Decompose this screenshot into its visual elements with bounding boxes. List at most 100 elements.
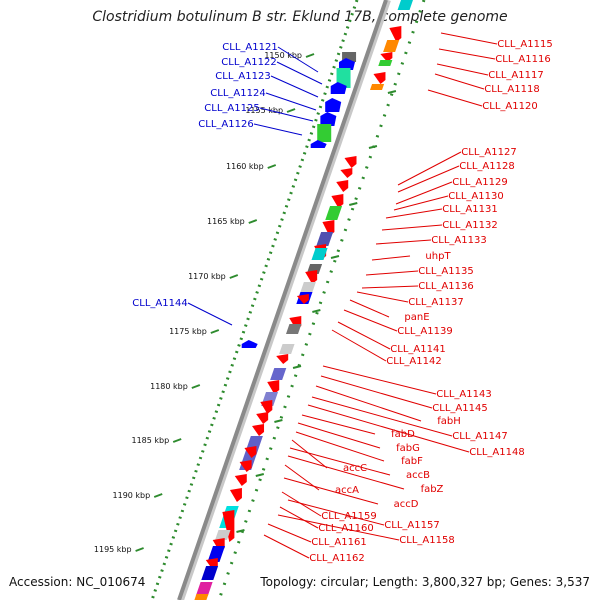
scale-tick [267, 164, 277, 169]
reverse-gene-label: CLL_A1160 [318, 523, 373, 534]
scale-label: 1185 kbp [131, 436, 169, 445]
reverse-gene-label: panE [404, 312, 429, 323]
gene-arrow-forward [325, 98, 342, 112]
reverse-gene-label: accB [406, 470, 430, 481]
scale-label: 1195 kbp [94, 545, 132, 554]
reverse-gene-label: fabG [396, 443, 420, 454]
reverse-gene-label: fabZ [421, 484, 444, 495]
gene-arrow-reverse [340, 168, 353, 178]
scale-label: 1160 kbp [226, 162, 264, 171]
forward-gene-label: CLL_A1121 [222, 42, 277, 53]
reverse-gene-label: CLL_A1158 [399, 535, 454, 546]
reverse-gene-label: fabF [401, 456, 423, 467]
forward-gene-label: CLL_A1144 [132, 298, 187, 309]
reverse-label-leader [343, 309, 398, 332]
backbone [177, 0, 388, 600]
reverse-gene-label: CLL_A1128 [459, 161, 514, 172]
forward-label-leader [276, 61, 323, 85]
reverse-gene-label: CLL_A1139 [397, 326, 452, 337]
reverse-label-leader [438, 48, 496, 60]
reverse-gene-label: fabD [391, 429, 415, 440]
gene-arrow-reverse [244, 446, 257, 458]
scale-tick [153, 493, 163, 498]
reverse-label-leader [395, 181, 453, 205]
reverse-gene-label: CLL_A1161 [311, 537, 366, 548]
gene-arrow-reverse [389, 26, 402, 42]
reverse-label-leader [315, 385, 422, 422]
gene-arrow-reverse [239, 460, 252, 472]
gene-arrow-reverse [234, 474, 247, 486]
forward-label-leader [277, 46, 319, 73]
gene-arrow-reverse [222, 510, 235, 542]
inner-tick [292, 365, 302, 369]
gene-arrow-reverse [229, 488, 242, 502]
gene-block-reverse [285, 324, 302, 334]
scale-label: 1165 kbp [207, 217, 245, 226]
reverse-gene-label: CLL_A1157 [384, 520, 439, 531]
forward-label-leader [265, 92, 317, 111]
gene-block-reverse [325, 206, 343, 220]
reverse-gene-label: CLL_A1162 [309, 553, 364, 564]
reverse-label-leader [307, 404, 470, 453]
reverse-label-leader [320, 375, 433, 409]
gene-arrow-reverse [252, 424, 265, 436]
gene-block-reverse [311, 248, 328, 260]
scale-tick [229, 274, 239, 279]
gene-block-reverse [207, 546, 225, 562]
reverse-label-leader [356, 291, 409, 303]
gene-block-forward [336, 68, 351, 88]
gene-block-reverse [201, 566, 219, 580]
reverse-gene-label: CLL_A1130 [448, 191, 503, 202]
reverse-label-leader [291, 439, 328, 469]
gene-block-reverse [397, 0, 413, 10]
reverse-label-leader [331, 329, 387, 362]
scale-tick [248, 219, 258, 224]
inner-tick [330, 255, 340, 259]
reverse-gene-label: accA [335, 485, 359, 496]
inner-tick [255, 473, 265, 477]
reverse-label-leader [287, 499, 385, 526]
reverse-label-leader [365, 270, 419, 276]
gene-arrow-forward [338, 58, 355, 70]
gene-block-reverse [195, 582, 213, 596]
reverse-label-leader [397, 165, 460, 193]
reverse-label-leader [393, 195, 449, 211]
reverse-gene-label: CLL_A1141 [390, 344, 445, 355]
forward-gene-label: CLL_A1123 [215, 71, 270, 82]
topology-text: Topology: circular; Length: 3,800,327 bp… [260, 575, 590, 589]
scale-label: 1175 kbp [169, 327, 207, 336]
reverse-gene-label: CLL_A1148 [469, 447, 524, 458]
gene-block-reverse [270, 368, 287, 380]
gene-block-reverse [194, 594, 209, 600]
reverse-label-leader [311, 396, 453, 437]
gene-arrow-reverse [296, 294, 309, 304]
reverse-gene-label: CLL_A1120 [482, 101, 537, 112]
gene-arrow-reverse [380, 52, 393, 62]
scale-label: 1170 kbp [188, 272, 226, 281]
gene-arrow-reverse [276, 354, 289, 364]
forward-gene-label: CLL_A1126 [198, 119, 253, 130]
gene-arrow-forward [241, 340, 258, 348]
forward-label-leader [259, 107, 314, 122]
reverse-label-leader [301, 414, 376, 435]
gene-block-reverse [383, 40, 400, 52]
reverse-gene-label: CLL_A1136 [418, 281, 473, 292]
reverse-gene-label: CLL_A1133 [431, 235, 486, 246]
scale-tick [172, 438, 182, 443]
reverse-label-leader [427, 89, 483, 107]
reverse-gene-label: CLL_A1115 [497, 39, 552, 50]
inner-tick [349, 202, 358, 206]
gene-arrow-reverse [267, 380, 280, 394]
reverse-label-leader [440, 32, 498, 45]
reverse-label-leader [283, 477, 379, 505]
gene-arrow-reverse [344, 156, 357, 168]
reverse-gene-label: CLL_A1137 [408, 297, 463, 308]
scale-tick [191, 384, 201, 389]
reverse-gene-label: CLL_A1142 [386, 356, 441, 367]
gene-block-reverse [215, 530, 231, 540]
gene-arrow-reverse [305, 270, 318, 284]
scale-tick [305, 53, 315, 58]
gene-block-reverse [378, 60, 393, 66]
reverse-gene-label: fabH [437, 416, 461, 427]
reverse-label-leader [263, 534, 310, 559]
